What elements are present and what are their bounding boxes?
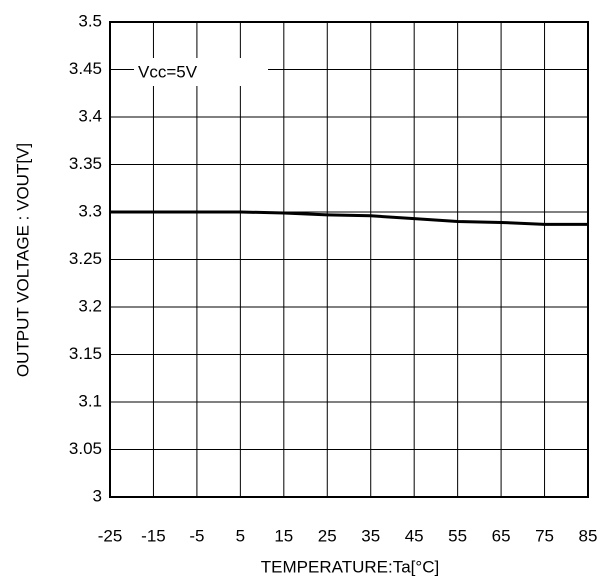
y-tick-label: 3.05 <box>69 439 102 458</box>
x-tick-label: 75 <box>535 526 554 545</box>
x-tick-label: 5 <box>236 526 245 545</box>
y-tick-label: 3.2 <box>78 296 102 315</box>
x-tick-label: 65 <box>492 526 511 545</box>
plot-frame <box>109 21 589 498</box>
y-tick-label: 3.1 <box>78 391 102 410</box>
x-tick-label: -15 <box>141 526 166 545</box>
y-tick-label: 3.15 <box>69 344 102 363</box>
annotation-box <box>134 58 268 86</box>
x-tick-label: 45 <box>405 526 424 545</box>
y-tick-label: 3.35 <box>69 154 102 173</box>
x-tick-label: -25 <box>98 526 123 545</box>
y-tick-label: 3.25 <box>69 249 102 268</box>
x-tick-label: 25 <box>318 526 337 545</box>
data-line <box>110 210 588 226</box>
x-tick-label: 85 <box>579 526 598 545</box>
y-tick-label: 3.3 <box>78 201 102 220</box>
x-tick-label: -5 <box>189 526 204 545</box>
y-tick-label: 3.5 <box>78 11 102 30</box>
x-tick-label: 15 <box>274 526 293 545</box>
annotation: Vcc=5V <box>138 62 198 81</box>
x-tick-label: 55 <box>448 526 467 545</box>
x-tick-label: 35 <box>361 526 380 545</box>
y-tick-label: 3.4 <box>78 106 102 125</box>
y-axis-label: OUTPUT VOLTAGE : VOUT[V] <box>13 143 32 377</box>
y-tick-label: 3 <box>93 486 102 505</box>
x-axis-label: TEMPERATURE:Ta[°C] <box>261 557 439 576</box>
y-tick-label: 3.45 <box>69 59 102 78</box>
